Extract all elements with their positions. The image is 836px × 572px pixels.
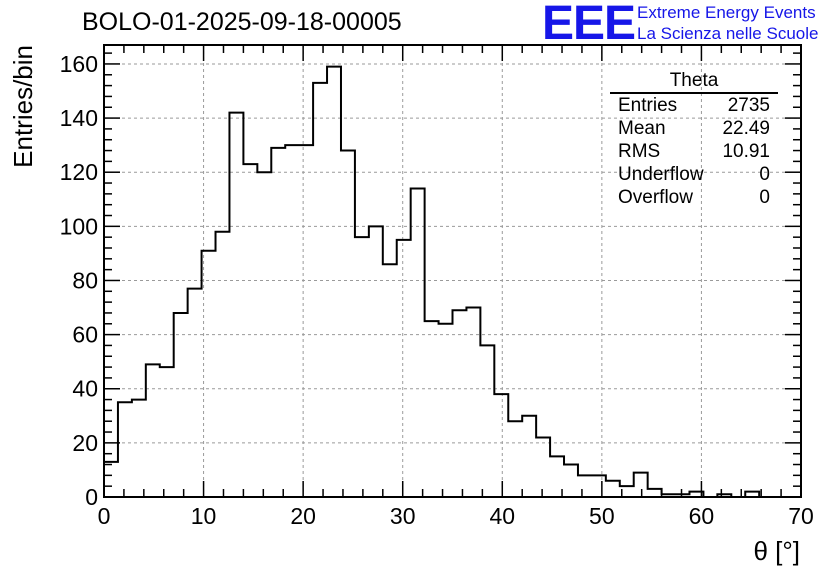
x-tick-label: 20 (290, 503, 316, 529)
stats-value: 0 (759, 187, 770, 208)
logo-subtitle-line2: La Scienza nelle Scuole (637, 24, 819, 43)
stats-row-rms: RMS 10.91 (610, 140, 778, 163)
stats-row-overflow: Overflow 0 (610, 186, 778, 209)
y-tick-label: 20 (72, 430, 98, 456)
y-tick-label: 120 (60, 159, 98, 185)
stats-value: 22.49 (722, 118, 770, 139)
stats-value: 2735 (727, 95, 770, 116)
x-tick-label: 10 (191, 503, 217, 529)
stats-row-entries: Entries 2735 (610, 94, 778, 117)
stats-row-mean: Mean 22.49 (610, 117, 778, 140)
y-tick-label: 60 (72, 322, 98, 348)
x-tick-label: 40 (489, 503, 515, 529)
y-tick-label: 40 (72, 376, 98, 402)
y-tick-label: 140 (60, 105, 98, 131)
stats-title: Theta (610, 70, 778, 94)
eee-logo-mark: EEE (542, 0, 636, 50)
stats-value: 10.91 (722, 141, 770, 162)
stats-label: Overflow (618, 187, 693, 208)
y-tick-labels: 0 20 40 60 80 100 120 140 160 (60, 51, 98, 510)
y-tick-label: 0 (85, 484, 98, 510)
stats-box: Theta Entries 2735 Mean 22.49 RMS 10.91 … (610, 70, 778, 209)
histogram-series-theta (103, 65, 801, 498)
y-tick-label: 100 (60, 213, 98, 239)
stats-label: Entries (618, 95, 678, 116)
stats-value: 0 (759, 164, 770, 185)
axis-ticks (103, 45, 802, 498)
x-tick-label: 30 (390, 503, 416, 529)
x-tick-labels: 0 10 20 30 40 50 60 70 (98, 503, 814, 529)
x-tick-label: 50 (589, 503, 615, 529)
stats-row-underflow: Underflow 0 (610, 163, 778, 186)
y-tick-label: 160 (60, 51, 98, 77)
plot-frame (103, 44, 802, 498)
stats-label: RMS (618, 141, 661, 162)
x-axis-label: θ [°] (753, 536, 800, 566)
x-tick-label: 0 (98, 503, 111, 529)
stats-label: Mean (618, 118, 666, 139)
x-tick-label: 60 (689, 503, 715, 529)
y-axis-label: Entries/bin (8, 45, 38, 168)
grid-lines (104, 45, 801, 497)
chart-title: BOLO-01-2025-09-18-00005 (82, 8, 402, 36)
logo-subtitle-line1: Extreme Energy Events (637, 3, 816, 22)
x-tick-label: 70 (788, 503, 814, 529)
y-tick-label: 80 (72, 267, 98, 293)
stats-label: Underflow (618, 164, 704, 185)
